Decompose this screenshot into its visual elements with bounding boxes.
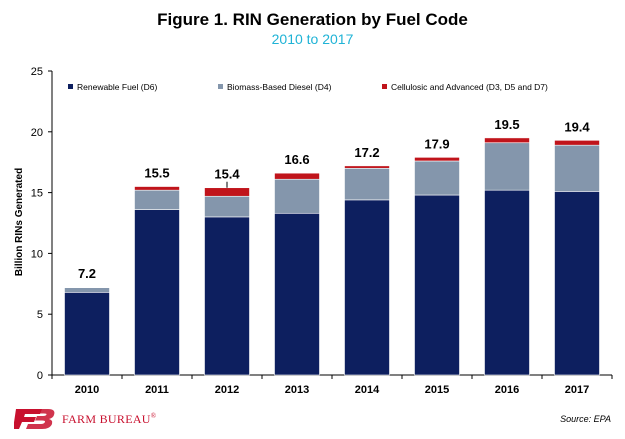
bar-segment bbox=[414, 157, 460, 162]
y-tick-label: 25 bbox=[31, 66, 43, 78]
y-axis-label: Billion RINs Generated bbox=[14, 168, 25, 276]
bar-segment bbox=[134, 186, 180, 191]
y-tick-label: 0 bbox=[37, 370, 43, 382]
bar-segment bbox=[274, 212, 320, 376]
bar-segment bbox=[554, 140, 600, 146]
legend-label: Cellulosic and Advanced (D3, D5 and D7) bbox=[391, 82, 548, 92]
bar-segment bbox=[484, 137, 530, 144]
bar-segment bbox=[554, 144, 600, 192]
data-label: 19.4 bbox=[564, 119, 590, 134]
y-tick-label: 20 bbox=[31, 127, 43, 139]
x-tick-label: 2016 bbox=[495, 384, 519, 396]
bar-segment bbox=[134, 209, 180, 376]
bar-segment bbox=[414, 160, 460, 196]
data-label: 16.6 bbox=[284, 152, 309, 167]
x-tick-label: 2011 bbox=[145, 384, 169, 396]
bar-segment bbox=[554, 191, 600, 376]
legend-label: Biomass-Based Diesel (D4) bbox=[227, 82, 332, 92]
farm-bureau-wordmark: FARM BUREAU® bbox=[62, 412, 156, 427]
bar-segment bbox=[274, 172, 320, 180]
farm-bureau-logo: FARM BUREAU® bbox=[14, 405, 156, 433]
y-tick-label: 10 bbox=[31, 248, 43, 260]
bar-segment bbox=[414, 194, 460, 376]
y-tick-label: 15 bbox=[31, 188, 43, 200]
legend-swatch bbox=[218, 84, 223, 89]
x-tick-label: 2010 bbox=[75, 384, 99, 396]
bar-segment bbox=[64, 286, 110, 289]
chart-area: Billion RINs Generated 0 5 10 15 20 25 2010 201… bbox=[14, 66, 613, 396]
x-tick-label: 2012 bbox=[215, 384, 239, 396]
brand-registered-mark: ® bbox=[150, 411, 157, 420]
bar-segment bbox=[344, 167, 390, 201]
data-label: 7.2 bbox=[78, 266, 96, 281]
bar-segment bbox=[64, 287, 110, 293]
data-label: 17.9 bbox=[424, 136, 449, 151]
farm-bureau-mark-icon bbox=[14, 409, 55, 429]
x-tick-label: 2013 bbox=[285, 384, 309, 396]
chart-title: Figure 1. RIN Generation by Fuel Code bbox=[157, 10, 468, 29]
brand-name: FARM BUREAU bbox=[62, 411, 151, 426]
bar-segment bbox=[344, 165, 390, 169]
source-note: Source: EPA bbox=[560, 414, 611, 424]
x-tick-label: 2015 bbox=[425, 384, 449, 396]
bar-segment bbox=[484, 189, 530, 376]
bar-segment bbox=[484, 142, 530, 191]
data-label: 15.5 bbox=[144, 166, 169, 181]
y-tick-label: 5 bbox=[37, 309, 43, 321]
legend-swatch bbox=[68, 84, 73, 89]
data-label: 17.2 bbox=[354, 145, 379, 160]
bar-segment bbox=[204, 187, 250, 197]
bar-segment bbox=[344, 199, 390, 376]
x-tick-label: 2014 bbox=[355, 384, 380, 396]
data-label: 15.4 bbox=[214, 167, 240, 182]
legend-swatch bbox=[382, 84, 387, 89]
x-tick-label: 2017 bbox=[565, 384, 589, 396]
bar-segment bbox=[134, 189, 180, 210]
chart-subtitle: 2010 to 2017 bbox=[271, 31, 354, 47]
bar-segment bbox=[204, 216, 250, 376]
bar-segment bbox=[274, 178, 320, 214]
bar-segment bbox=[204, 195, 250, 218]
legend-label: Renewable Fuel (D6) bbox=[77, 82, 157, 92]
data-label: 19.5 bbox=[494, 117, 519, 132]
bar-segment bbox=[64, 292, 110, 376]
